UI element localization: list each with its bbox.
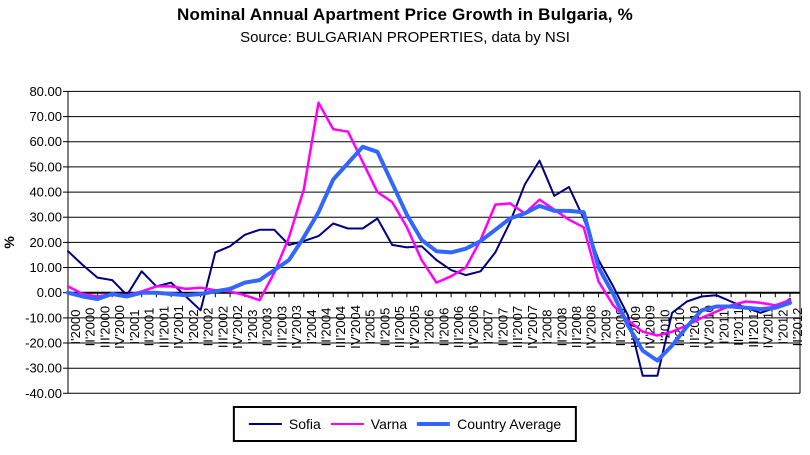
series-line-country-average	[66, 144, 792, 363]
x-tick-label: III'2004	[333, 306, 348, 348]
y-tick-label: 20.00	[29, 235, 62, 250]
x-tick-label: III'2002	[215, 306, 230, 348]
legend-label-sofia: Sofia	[288, 416, 321, 432]
y-tick-label: 60.00	[29, 134, 62, 149]
x-tick-label: I'2002	[186, 309, 201, 344]
x-tick-label: IV'2003	[289, 305, 304, 349]
x-tick-label: I'2011	[716, 310, 731, 344]
x-tick-label: II'2000	[83, 308, 98, 347]
y-tick-label: 50.00	[29, 159, 62, 174]
legend-label-country-average: Country Average	[457, 416, 562, 432]
x-tick-label: III'2008	[569, 306, 584, 348]
varna-line-swatch	[330, 422, 364, 426]
x-tick-label: III'2003	[274, 306, 289, 348]
x-tick-label: IV'2004	[348, 305, 363, 349]
legend-label-varna: Varna	[370, 416, 408, 432]
y-tick-label: -20.00	[25, 336, 62, 351]
x-tick-label: I'2006	[422, 309, 437, 344]
y-tick-label: 10.00	[29, 260, 62, 275]
x-tick-label: II'2008	[554, 308, 569, 347]
y-tick-label: 80.00	[29, 84, 62, 99]
sofia-line-swatch	[248, 423, 282, 425]
y-tick-label: -30.00	[25, 361, 62, 376]
x-tick-label: II'2005	[377, 308, 392, 347]
x-tick-label: II'2012	[790, 308, 805, 347]
x-tick-label: I'2001	[127, 309, 142, 344]
x-tick-label: II'2004	[319, 308, 334, 347]
chart-legend: Sofia Varna Country Average	[232, 406, 578, 442]
x-tick-label: II'2007	[495, 308, 510, 347]
x-tick-label: IV'2006	[466, 305, 481, 349]
legend-item-varna: Varna	[330, 416, 408, 432]
x-tick-label: III'2001	[156, 306, 171, 348]
x-tick-label: I'2007	[481, 309, 496, 344]
x-tick-label: III'2000	[98, 306, 113, 348]
x-tick-label: IV'2007	[525, 305, 540, 349]
y-tick-label: -40.00	[25, 386, 62, 401]
x-tick-label: I'2003	[245, 309, 260, 344]
x-tick-label: IV'2001	[171, 305, 186, 349]
x-tick-label: I'2004	[304, 309, 319, 344]
legend-item-country-average: Country Average	[417, 416, 561, 432]
x-tick-label: IV'2009	[643, 305, 658, 349]
y-tick-label: 70.00	[29, 109, 62, 124]
x-tick-label: IV'2005	[407, 305, 422, 349]
x-tick-label: II'2002	[201, 308, 216, 347]
x-tick-label: I'2009	[599, 309, 614, 344]
x-tick-label: I'2005	[363, 309, 378, 344]
y-tick-label: 0.00	[37, 285, 62, 300]
gridlines	[63, 90, 801, 394]
x-tick-label: III'2005	[392, 306, 407, 348]
x-tick-label: II'2006	[436, 308, 451, 347]
x-tick-label: I'2000	[68, 309, 83, 344]
y-tick-label: -10.00	[25, 310, 62, 325]
x-tick-label: III'2007	[510, 306, 525, 348]
chart-subtitle: Source: BULGARIAN PROPERTIES, data by NS…	[240, 29, 570, 46]
series-line-sofia	[67, 159, 791, 377]
y-axis-labels: 80.00 70.00 60.00 50.00 40.00 30.00 20.00 10.00…	[25, 84, 62, 401]
y-tick-label: 30.00	[29, 210, 62, 225]
x-tick-label: III'2011	[746, 306, 761, 347]
x-tick-label: IV'2011	[761, 306, 776, 349]
x-tick-label: II'2001	[142, 308, 157, 347]
y-tick-label: 40.00	[29, 185, 62, 200]
x-tick-label: II'2011	[731, 308, 746, 346]
x-tick-label: IV'2008	[584, 305, 599, 349]
x-tick-label: I'2012	[775, 309, 790, 344]
legend-item-sofia: Sofia	[248, 416, 321, 432]
x-axis-labels: I'2000 II'2000 III'2000 IV'2000 I'2001 II'200…	[68, 305, 805, 349]
x-tick-label: I'2008	[540, 309, 555, 344]
x-tick-label: II'2010	[672, 308, 687, 347]
x-tick-label: II'2003	[260, 308, 275, 347]
country-average-line-swatch	[417, 422, 451, 426]
y-axis-title: %	[1, 236, 17, 249]
x-tick-label: III'2006	[451, 306, 466, 348]
series-line-varna	[66, 101, 792, 337]
x-tick-label: IV'2000	[112, 305, 127, 349]
chart-title: Nominal Annual Apartment Price Growth in…	[177, 5, 633, 24]
x-tick-label: IV'2002	[230, 305, 245, 349]
